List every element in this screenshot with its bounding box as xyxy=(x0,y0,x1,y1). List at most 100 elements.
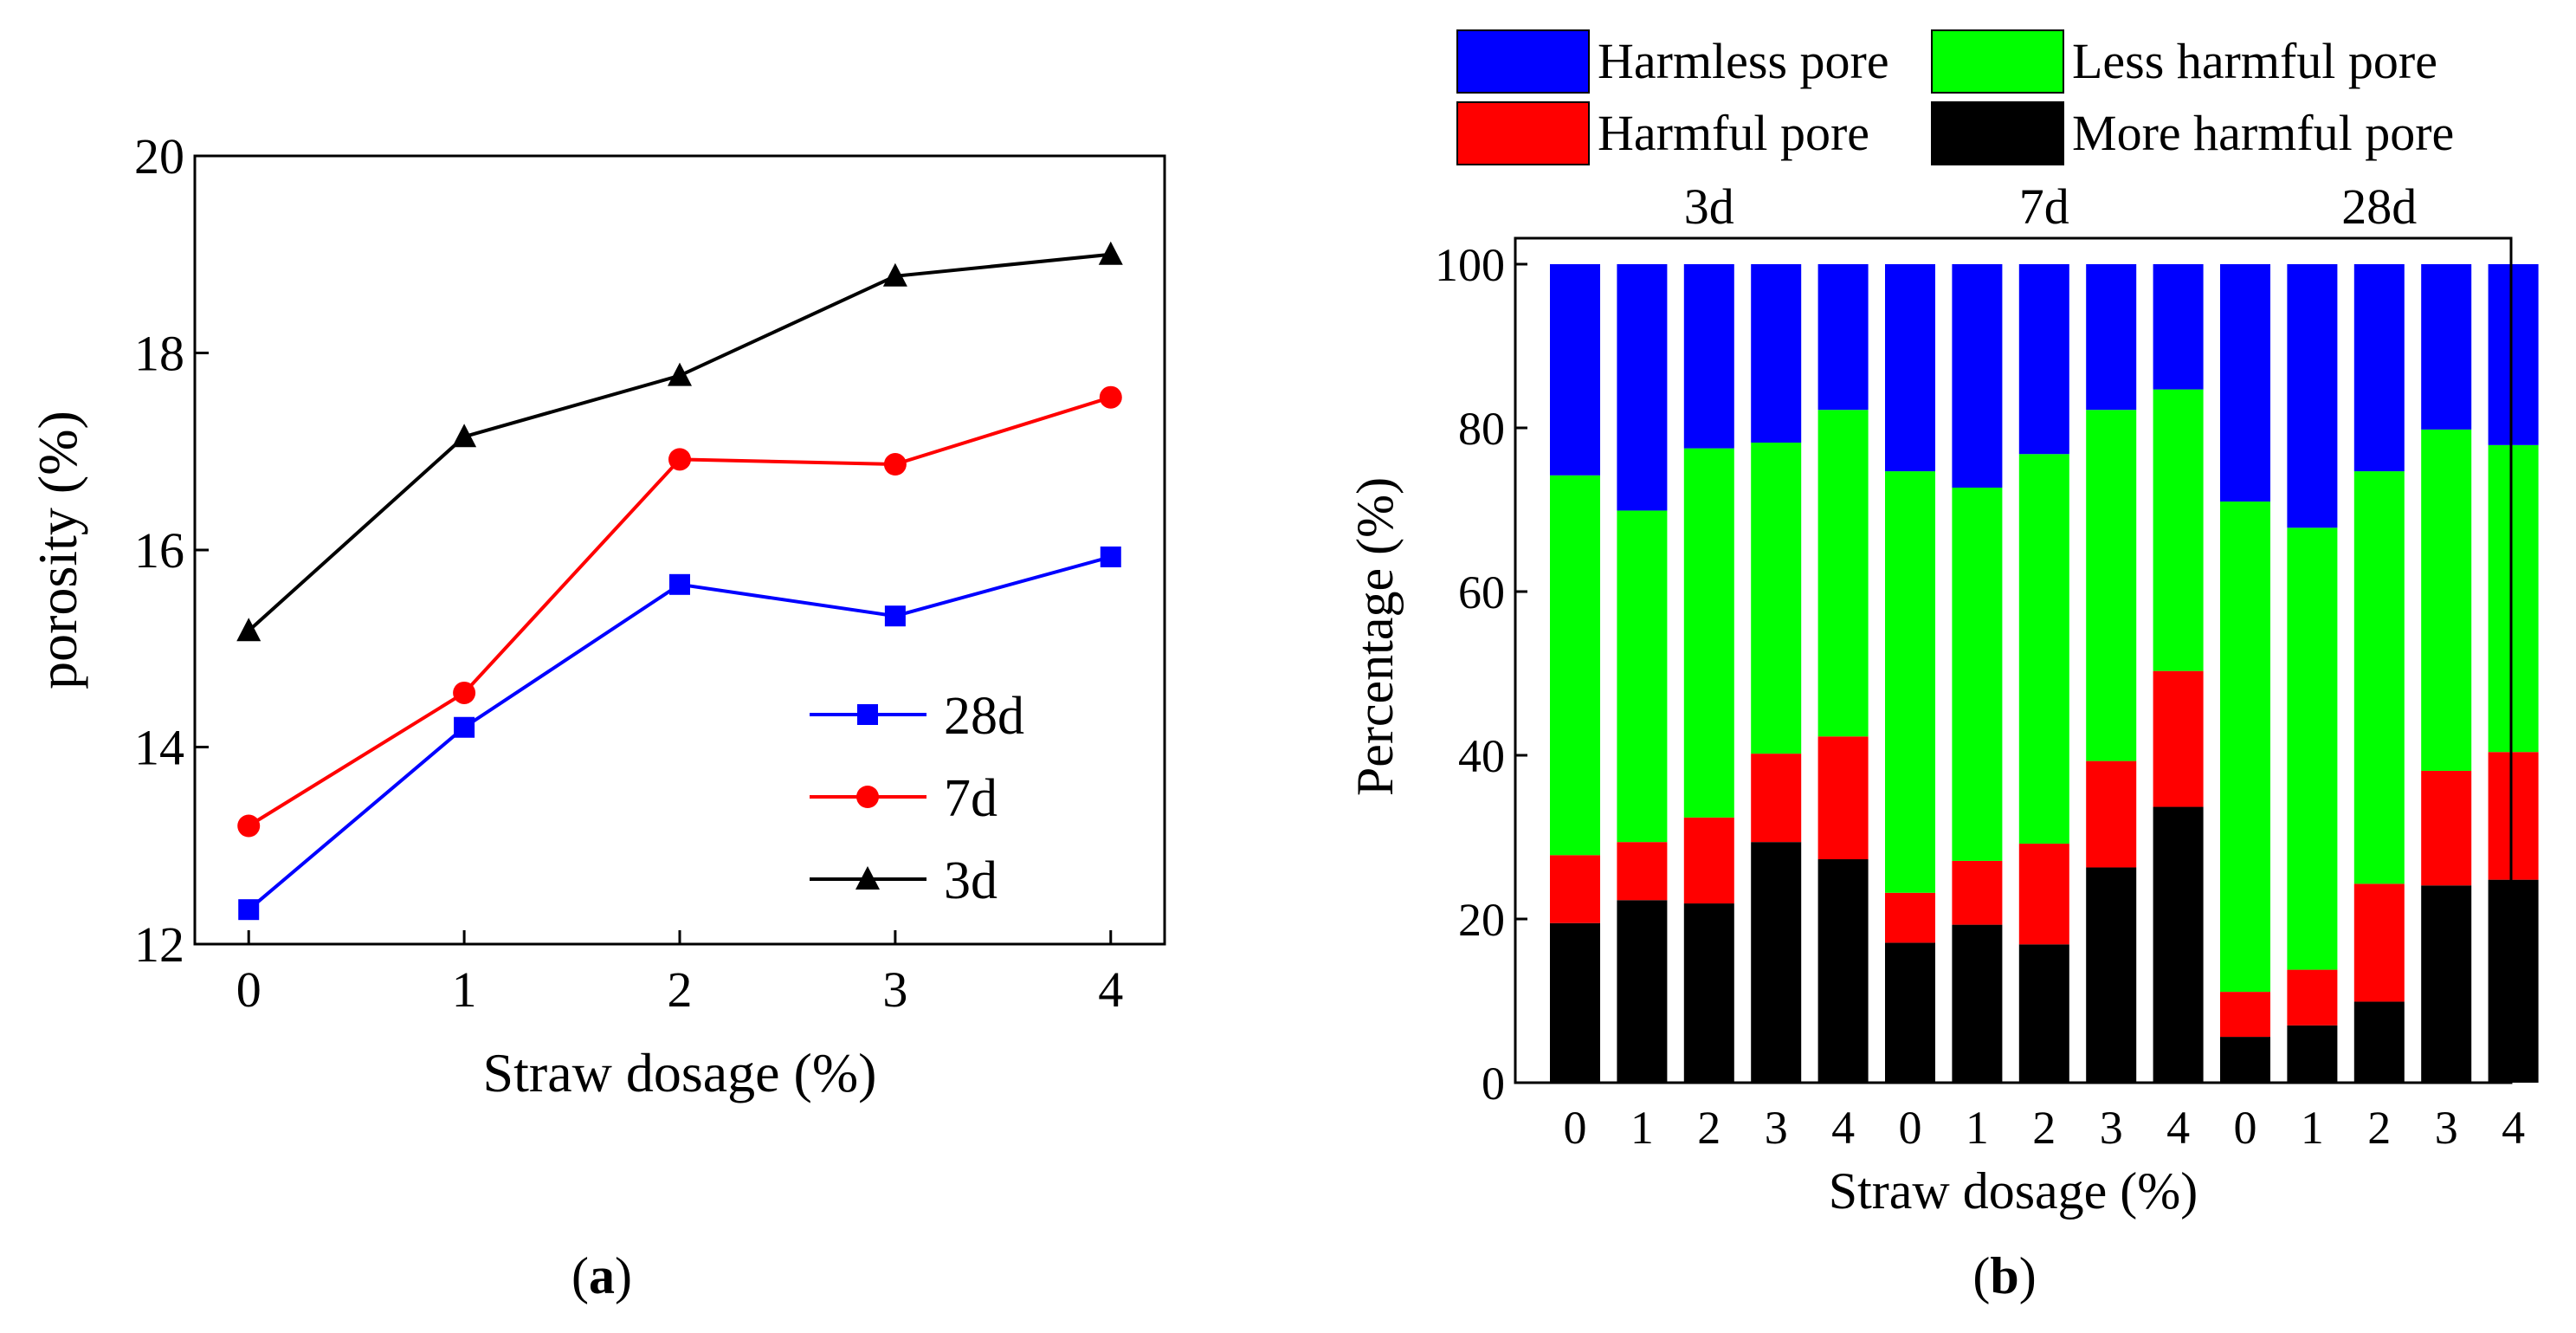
y-tick-label: 40 xyxy=(1458,730,1505,782)
x-tick-label: 2 xyxy=(2032,1102,2056,1154)
x-tick-label: 4 xyxy=(2502,1102,2525,1154)
bar-segment-less-harmful-pore xyxy=(1952,487,2003,861)
bar-segment-more-harmful-pore xyxy=(2421,885,2472,1083)
bar-segment-less-harmful-pore xyxy=(2287,527,2338,970)
data-point-square xyxy=(1100,546,1121,567)
bar-segment-harmless-pore xyxy=(1817,264,1869,411)
bar-segment-harmful-pore xyxy=(2287,969,2338,1026)
bar-segment-less-harmful-pore xyxy=(1550,475,1600,856)
bar-segment-less-harmful-pore xyxy=(2488,444,2539,753)
legend-label-28d: 28d xyxy=(944,687,1024,746)
x-tick-label: 3 xyxy=(882,961,907,1018)
bar-segment-less-harmful-pore xyxy=(1617,510,1668,843)
bar-segment-less-harmful-pore xyxy=(1751,443,1802,754)
y-tick-label: 80 xyxy=(1458,403,1505,455)
y-tick-label: 100 xyxy=(1435,239,1505,291)
panel-a-caption: (a) xyxy=(571,1247,632,1304)
y-tick-label: 20 xyxy=(1458,894,1505,946)
legend-label-harmful-pore: Harmful pore xyxy=(1598,105,1869,161)
bar-segment-harmless-pore xyxy=(2153,264,2204,390)
bar-segment-harmful-pore xyxy=(2220,992,2270,1038)
bar-segment-more-harmful-pore xyxy=(2488,879,2539,1083)
x-tick-label: 0 xyxy=(1899,1102,1922,1154)
bar-segment-less-harmful-pore xyxy=(2220,501,2270,993)
bar-segment-harmless-pore xyxy=(2488,264,2539,445)
data-point-square xyxy=(857,704,878,725)
bar-segment-harmful-pore xyxy=(1683,817,1734,904)
bar-segment-harmful-pore xyxy=(2086,760,2137,868)
panel-a-series xyxy=(236,241,1123,921)
bar-segment-harmless-pore xyxy=(1683,264,1734,449)
bar-segment-more-harmful-pore xyxy=(2018,944,2069,1083)
x-tick-label: 0 xyxy=(2234,1102,2257,1154)
panel-b-legend: Harmless pore Less harmful pore Harmful po… xyxy=(1456,29,2454,165)
bar-segment-more-harmful-pore xyxy=(2086,867,2137,1083)
bar-segment-harmful-pore xyxy=(1817,736,1869,860)
bar-segment-harmless-pore xyxy=(2421,264,2472,430)
data-point-square xyxy=(238,899,260,921)
x-tick-label: 2 xyxy=(1697,1102,1721,1154)
data-point-circle xyxy=(883,453,907,476)
bar-segment-less-harmful-pore xyxy=(2353,471,2405,884)
y-tick-label: 12 xyxy=(134,916,184,973)
bar-segment-less-harmful-pore xyxy=(2421,429,2472,771)
data-point-triangle xyxy=(452,424,477,448)
bar-segment-more-harmful-pore xyxy=(1952,924,2003,1083)
bar-segment-harmful-pore xyxy=(1751,754,1802,843)
legend-swatch-more-harmful-pore xyxy=(1931,101,2064,165)
panel-a-y-axis-label: porosity (%) xyxy=(27,411,88,689)
bar-segment-harmless-pore xyxy=(2220,264,2270,502)
bar-segment-less-harmful-pore xyxy=(2153,389,2204,671)
x-tick-label: 3 xyxy=(2100,1102,2123,1154)
data-point-circle xyxy=(1099,385,1122,409)
legend-swatch-harmful-pore xyxy=(1456,101,1590,165)
y-tick-label: 20 xyxy=(134,128,184,184)
panel-b-caption: (b) xyxy=(1972,1247,2036,1304)
data-point-triangle xyxy=(668,362,692,386)
bar-segment-harmful-pore xyxy=(2153,670,2204,807)
bar-segment-more-harmful-pore xyxy=(2353,1001,2405,1083)
panel-b-y-axis-label: Percentage (%) xyxy=(1346,477,1404,796)
bar-segment-less-harmful-pore xyxy=(1683,448,1734,818)
group-label-7d: 7d xyxy=(2019,178,2069,235)
bar-segment-more-harmful-pore xyxy=(1885,942,1935,1083)
bar-segment-harmful-pore xyxy=(1550,855,1600,923)
bar-segment-harmful-pore xyxy=(1952,860,2003,925)
y-tick-label: 0 xyxy=(1482,1058,1505,1110)
bar-segment-harmless-pore xyxy=(2353,264,2405,472)
bar-segment-more-harmful-pore xyxy=(1817,859,1869,1083)
bar-segment-harmless-pore xyxy=(1952,264,2003,488)
x-tick-label: 2 xyxy=(668,961,693,1018)
bar-segment-harmful-pore xyxy=(2488,752,2539,880)
y-tick-label: 60 xyxy=(1458,566,1505,618)
y-tick-label: 14 xyxy=(134,720,184,776)
x-tick-label: 1 xyxy=(452,961,477,1018)
bar-segment-less-harmful-pore xyxy=(2018,454,2069,844)
data-point-square xyxy=(669,573,690,595)
data-point-triangle xyxy=(236,618,261,642)
x-tick-label: 3 xyxy=(1765,1102,1788,1154)
x-tick-label: 0 xyxy=(236,961,261,1018)
bar-segment-harmless-pore xyxy=(1550,264,1600,476)
bar-segment-more-harmful-pore xyxy=(1683,903,1734,1083)
panel-b-bars xyxy=(1550,264,2539,1083)
data-point-square xyxy=(454,716,475,738)
data-point-square xyxy=(884,605,906,627)
data-point-circle xyxy=(668,448,691,471)
data-point-triangle xyxy=(1098,241,1123,265)
bar-segment-more-harmful-pore xyxy=(2153,806,2204,1083)
x-tick-label: 1 xyxy=(2301,1102,2324,1154)
group-label-3d: 3d xyxy=(1684,178,1734,235)
panel-b-group-labels: 3d 7d 28d xyxy=(1684,178,2418,235)
x-tick-label: 4 xyxy=(1098,961,1123,1018)
bar-segment-harmless-pore xyxy=(2287,264,2338,528)
legend-swatch-harmless-pore xyxy=(1456,29,1590,94)
bar-segment-less-harmful-pore xyxy=(1817,410,1869,737)
legend-label-less-harmful-pore: Less harmful pore xyxy=(2072,33,2437,89)
legend-label-more-harmful-pore: More harmful pore xyxy=(2072,105,2454,161)
data-point-circle xyxy=(453,681,476,704)
x-tick-label: 4 xyxy=(1831,1102,1855,1154)
data-point-circle xyxy=(237,814,261,838)
panel-b-caption-letter: b xyxy=(1990,1247,2018,1304)
data-point-triangle xyxy=(882,262,907,287)
